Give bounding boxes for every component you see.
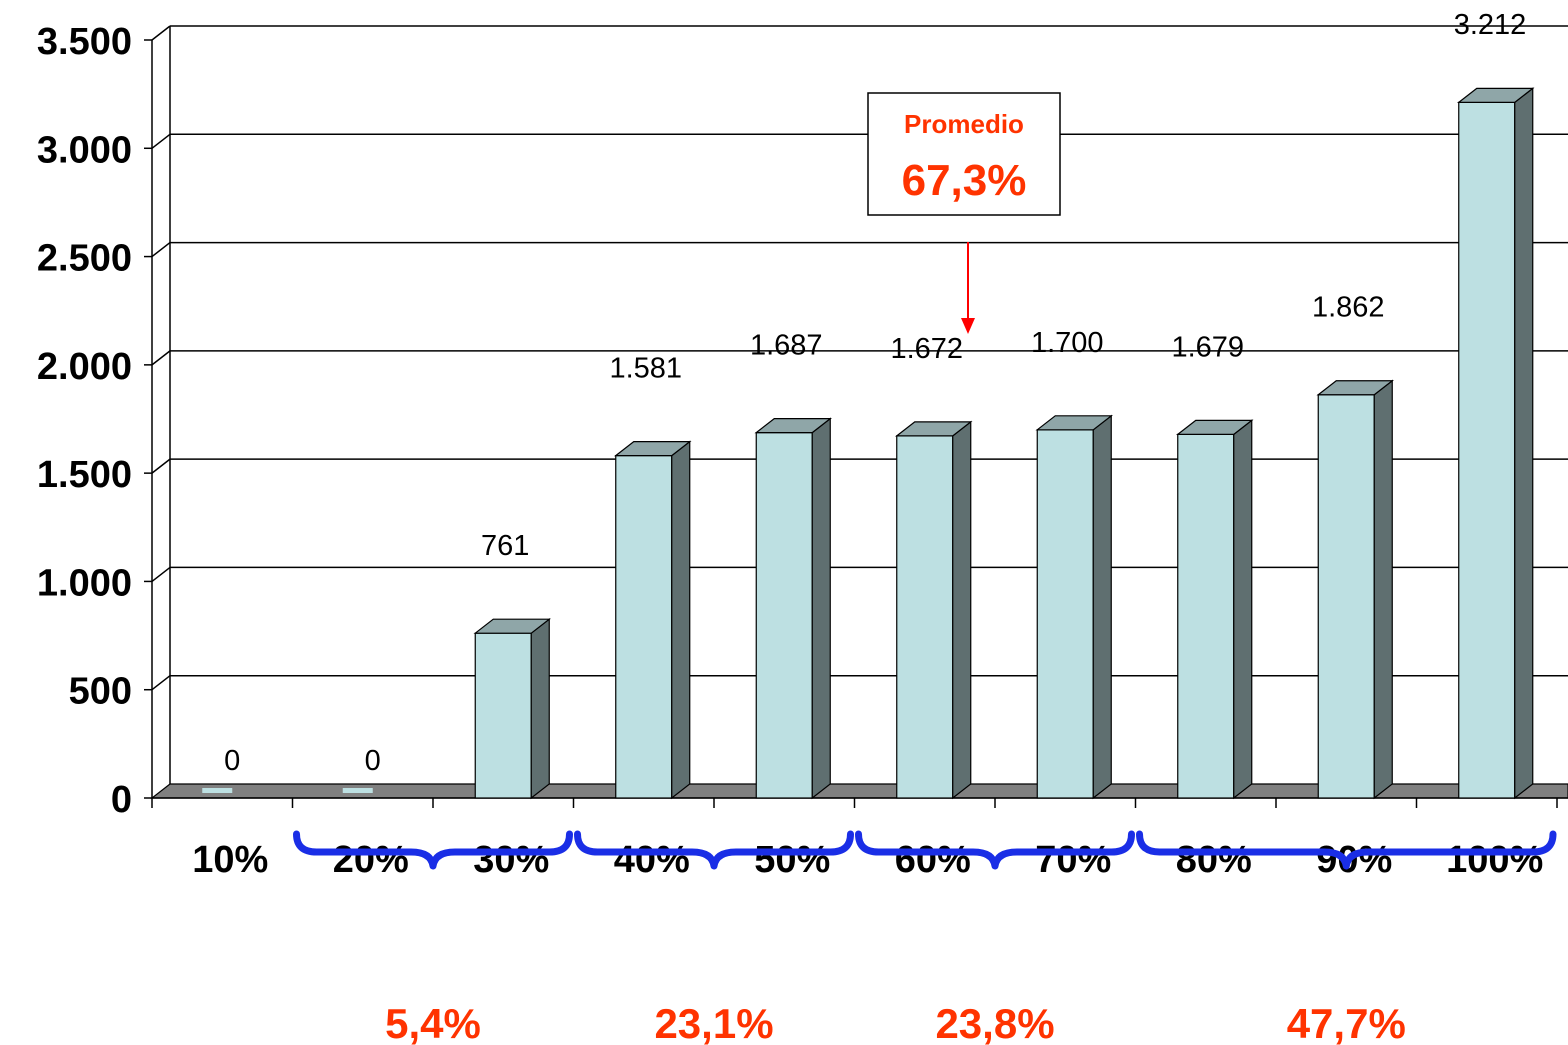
bar-front (896, 435, 954, 799)
data-label: 1.700 (1031, 327, 1104, 359)
bar-40% (614, 440, 692, 800)
bar-front (474, 632, 532, 799)
data-label: 1.672 (890, 333, 963, 365)
group-label: 5,4% (385, 1000, 481, 1045)
bar-side (1233, 419, 1253, 800)
group-labels: 5,4% 23,1% 23,8% 47,7% (385, 1000, 1406, 1045)
group-brace (1136, 830, 1557, 870)
bar-front (1036, 429, 1094, 799)
bar-top (1457, 87, 1535, 103)
bar-front (1317, 394, 1375, 799)
data-label: 761 (481, 530, 529, 562)
data-label: 0 (224, 745, 240, 777)
data-label: 3.212 (1454, 9, 1527, 41)
y-tick-label: 2.500 (37, 238, 132, 280)
x-tick-label: 30% (473, 839, 549, 881)
gridline-depth-3 (151, 458, 171, 474)
data-labels: 0 0 761 1.581 1.687 1.672 1.700 1.679 1.862 3.212 (224, 9, 1526, 777)
bar-top (614, 441, 692, 457)
y-tick-label: 1.000 (37, 562, 132, 604)
bar-side (1092, 414, 1112, 800)
x-tick-label: 60% (895, 839, 971, 881)
gridline-depth-7 (151, 25, 171, 41)
group-label: 23,8% (935, 1000, 1054, 1045)
bar-side (1373, 379, 1393, 800)
y-tick-label: 2.000 (37, 346, 132, 388)
x-tick-label: 40% (614, 839, 690, 881)
x-tick-label: 80% (1176, 839, 1252, 881)
gridline-depth-1 (151, 675, 171, 691)
bars (202, 87, 1535, 800)
x-axis-tick-labels: 10% 20% 30% 40% 50% 60% 70% 80% 90% 100% (192, 839, 1543, 881)
y-tick-label: 3.000 (37, 129, 132, 171)
bar-side (671, 440, 691, 800)
group-braces (293, 830, 1557, 870)
average-title: Promedio (904, 109, 1024, 139)
bar-100% (1457, 87, 1535, 800)
bar-top (1316, 380, 1394, 396)
gridline-depth-6 (151, 133, 171, 149)
bar-70% (1035, 414, 1113, 800)
bar-front (342, 788, 373, 793)
group-label: 47,7% (1287, 1000, 1406, 1045)
group-brace (855, 830, 1135, 870)
gridline-depth-5 (151, 241, 171, 258)
y-tick-label: 0 (111, 779, 132, 821)
x-tick-label: 20% (333, 839, 409, 881)
bar-top (754, 418, 832, 434)
bar-50% (754, 417, 832, 800)
y-axis-tick-labels: 0 500 1.000 1.500 2.000 2.500 3.000 3.500 (37, 21, 132, 821)
group-brace (574, 830, 854, 870)
bar-side (530, 617, 550, 800)
average-arrow-head (961, 318, 975, 334)
bar-30% (473, 617, 551, 800)
data-label: 0 (365, 745, 381, 777)
average-annotation: Promedio 67,3% (867, 92, 1061, 334)
data-label: 1.687 (750, 330, 823, 362)
bar-top (473, 618, 551, 634)
x-tick-label: 50% (754, 839, 830, 881)
gridline-depth-2 (151, 566, 171, 583)
bar-60% (895, 420, 973, 800)
data-label: 1.679 (1171, 331, 1244, 363)
bar-front (202, 788, 233, 793)
bar-top (895, 421, 973, 437)
average-box (867, 92, 1061, 216)
bar-20% (342, 788, 373, 793)
x-tick-label: 100% (1446, 839, 1543, 881)
average-value: 67,3% (902, 156, 1027, 205)
y-tick-label: 1.500 (37, 454, 132, 496)
group-label: 23,1% (654, 1000, 773, 1045)
gridline-depth-4 (151, 350, 171, 366)
bar-80% (1176, 419, 1254, 800)
bar-front (1177, 433, 1235, 799)
x-tick-label: 70% (1035, 839, 1111, 881)
bar-front (755, 432, 813, 799)
bar-top (1176, 419, 1254, 435)
bar-side (1514, 87, 1534, 800)
y-tick-label: 500 (69, 671, 132, 713)
bar-side (952, 420, 972, 800)
bar-side (811, 417, 831, 800)
bar-front (1458, 101, 1516, 799)
bar-top (1035, 415, 1113, 431)
x-tick-label: 10% (192, 839, 268, 881)
x-tick-label: 90% (1316, 839, 1392, 881)
bar-front (615, 455, 673, 799)
group-brace (293, 830, 573, 870)
y-tick-label: 3.500 (37, 21, 132, 63)
bar-10% (202, 788, 233, 793)
data-label: 1.581 (609, 353, 682, 385)
bar-90% (1316, 379, 1394, 800)
gridlines (151, 25, 1568, 691)
data-label: 1.862 (1312, 292, 1385, 324)
